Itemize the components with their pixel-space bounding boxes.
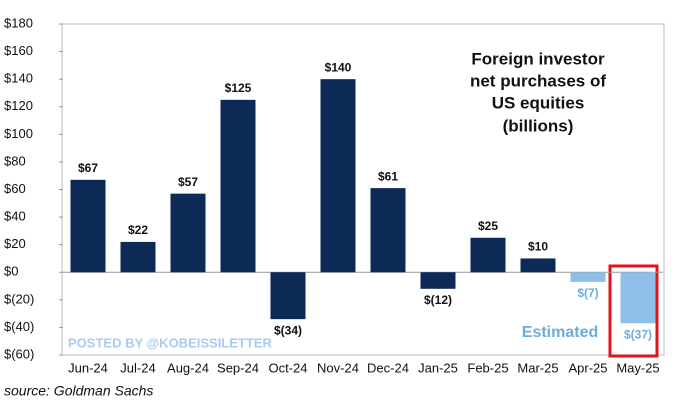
- bar: [420, 272, 456, 289]
- bar: [620, 272, 656, 324]
- y-tick-label: $80: [4, 153, 26, 168]
- x-tick-label: Jun-24: [68, 360, 108, 375]
- x-tick-label: Sep-24: [217, 360, 259, 375]
- bar: [70, 179, 106, 273]
- bar: [220, 99, 256, 273]
- value-label: $(7): [577, 286, 598, 300]
- value-label: $22: [128, 223, 148, 237]
- value-label: $(34): [274, 323, 302, 337]
- bar: [520, 258, 556, 273]
- y-tick-label: $60: [4, 181, 26, 196]
- x-tick-label: Jul-24: [120, 360, 155, 375]
- y-tick-label: $(20): [4, 291, 34, 306]
- bar: [170, 193, 206, 273]
- x-tick-label: May-25: [616, 360, 659, 375]
- x-tick-label: Nov-24: [317, 360, 359, 375]
- y-tick-label: $180: [4, 15, 33, 30]
- x-tick-label: Jan-25: [418, 360, 458, 375]
- chart-title: Foreign investor: [471, 49, 605, 68]
- y-tick-label: $(40): [4, 319, 34, 334]
- x-tick-label: Feb-25: [467, 360, 508, 375]
- chart-title: US equities: [492, 93, 585, 112]
- y-tick-label: $100: [4, 126, 33, 141]
- x-tick-label: Mar-25: [517, 360, 558, 375]
- value-label: $10: [528, 240, 548, 254]
- source: source: Goldman Sachs: [4, 383, 153, 399]
- y-tick-label: $0: [4, 264, 18, 279]
- annotation: Estimated: [522, 324, 598, 341]
- value-label: $25: [478, 219, 498, 233]
- y-tick-label: $160: [4, 43, 33, 58]
- bar: [370, 188, 406, 273]
- x-tick-label: Oct-24: [268, 360, 307, 375]
- highlight-box: [608, 264, 659, 358]
- value-label: $125: [225, 81, 252, 95]
- y-tick-label: $40: [4, 209, 26, 224]
- chart-title: (billions): [503, 116, 574, 135]
- value-label: $(37): [624, 327, 652, 341]
- bar: [320, 79, 356, 273]
- watermark: POSTED BY @KOBEISSILETTER: [68, 335, 272, 350]
- bar: [120, 241, 156, 273]
- x-tick-label: Apr-25: [568, 360, 607, 375]
- y-tick-label: $20: [4, 236, 26, 251]
- value-label: $140: [325, 60, 352, 74]
- value-label: $61: [378, 169, 398, 183]
- value-label: $57: [178, 175, 198, 189]
- y-tick-label: $(60): [4, 346, 34, 361]
- y-tick-label: $140: [4, 71, 33, 86]
- bar: [270, 272, 306, 320]
- chart-title: net purchases of: [470, 71, 606, 90]
- value-label: $67: [78, 161, 98, 175]
- bar: [570, 272, 606, 282]
- bar: [470, 237, 506, 273]
- y-tick-label: $120: [4, 98, 33, 113]
- value-label: $(12): [424, 293, 452, 307]
- x-tick-label: Dec-24: [367, 360, 409, 375]
- x-tick-label: Aug-24: [167, 360, 209, 375]
